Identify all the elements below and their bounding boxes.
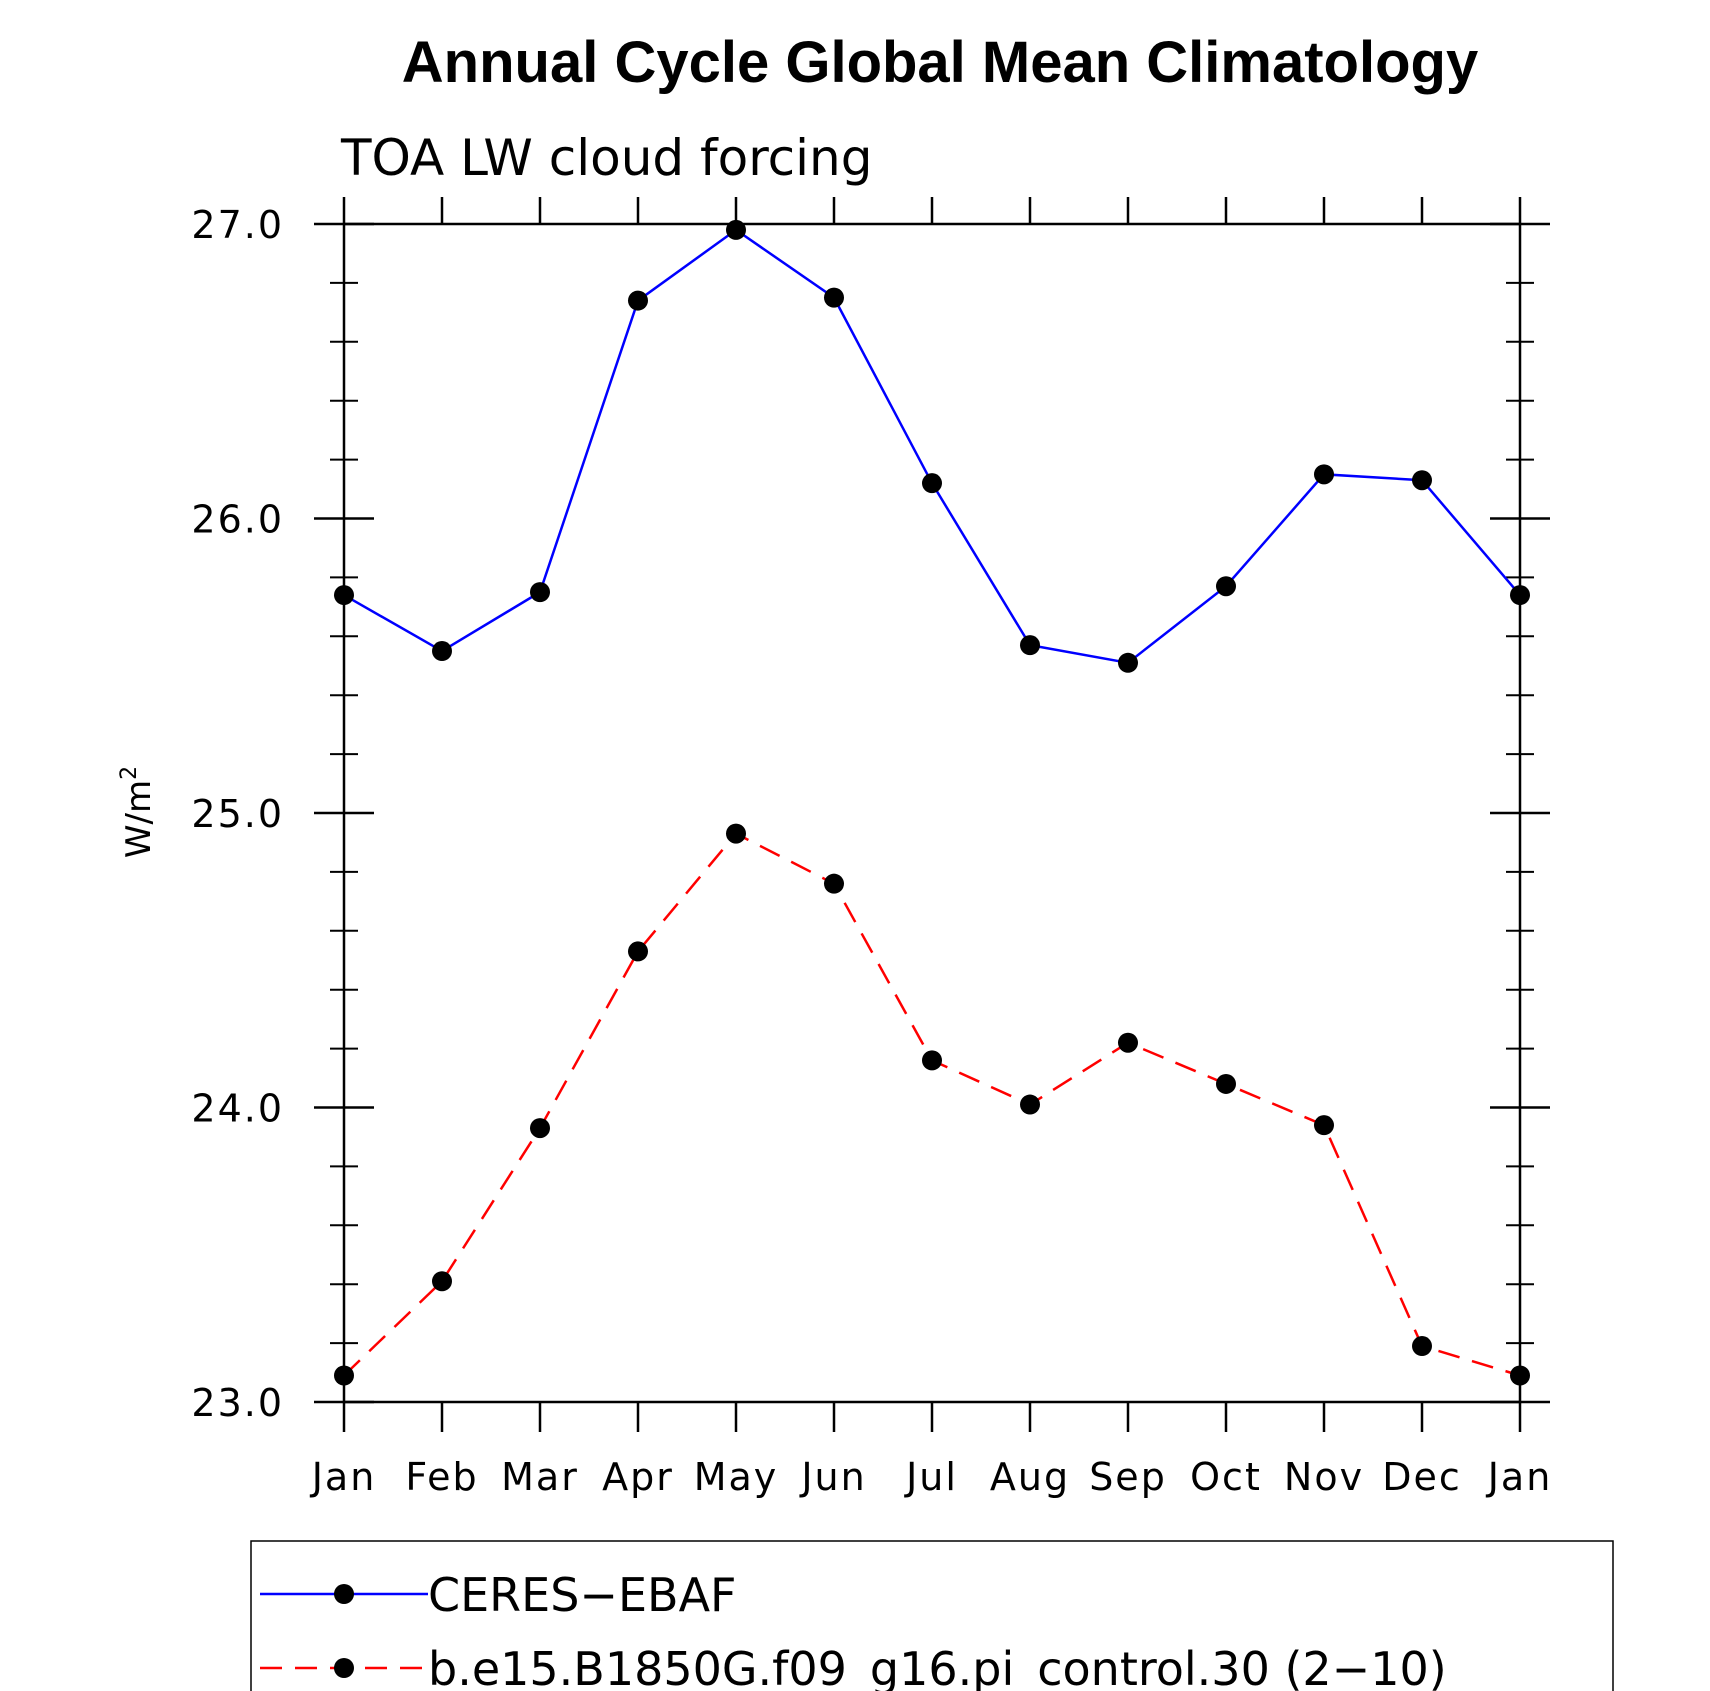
series-markers [334,219,1530,1386]
legend-marker [334,1584,354,1604]
plot-frame [342,222,1522,1404]
series-lines [343,228,1521,1377]
data-point [334,1365,354,1386]
x-tick-label: Jun [799,1455,866,1499]
data-point [628,941,648,962]
data-point [530,1118,550,1139]
x-tick-label: Oct [1190,1455,1262,1499]
chart-title: Annual Cycle Global Mean Climatology [402,30,1478,95]
data-point [1020,1094,1040,1115]
x-tick-label: Sep [1089,1455,1167,1499]
data-point [922,473,942,494]
legend-label: b.e15.B1850G.f09_g16.pi_control.30 (2−10… [428,1642,1447,1691]
axis-ticks [314,197,1550,1432]
legend-box [250,1540,1614,1691]
legend: CERES−EBAF b.e15.B1850G.f09_g16.pi_contro… [260,1568,1447,1691]
y-axis-label-text: W/m [119,780,159,858]
axis-tick-labels: Jan Feb Mar Apr May Jun Jul Aug Sep Oct Nov Dec Jan 2… [191,203,1553,1499]
x-tick-label: Feb [405,1455,478,1499]
data-point [432,1271,452,1292]
legend-marker [334,1658,354,1678]
data-point [530,582,550,603]
series-line [343,228,1521,665]
y-tick-label: 27.0 [191,203,284,247]
series-line [343,832,1521,1377]
legend-label: CERES−EBAF [428,1568,737,1622]
x-tick-label: Apr [602,1455,674,1499]
y-axis-label-superscript: 2 [117,766,142,780]
x-tick-label: Jan [310,1455,377,1499]
data-point [432,641,452,662]
data-point [726,219,746,240]
data-point [1216,1073,1236,1094]
x-tick-label: Aug [990,1455,1070,1499]
data-point [1314,1115,1334,1136]
data-point [726,823,746,844]
y-tick-label: 25.0 [191,792,284,836]
data-point [1412,470,1432,491]
x-tick-label: Jul [904,1455,958,1499]
x-tick-label: Jan [1486,1455,1553,1499]
data-point [1020,635,1040,656]
data-point [334,585,354,606]
x-tick-label: Mar [501,1455,579,1499]
x-tick-label: May [694,1455,779,1499]
data-point [1510,1365,1530,1386]
data-point [1510,585,1530,606]
x-tick-label: Nov [1284,1455,1364,1499]
data-point [1412,1336,1432,1357]
data-point [1314,464,1334,485]
y-tick-label: 23.0 [191,1381,284,1425]
data-point [628,290,648,311]
x-tick-label: Dec [1382,1455,1462,1499]
data-point [1118,1032,1138,1053]
data-point [1118,652,1138,673]
y-tick-label: 26.0 [191,498,284,542]
y-tick-label: 24.0 [191,1087,284,1131]
data-point [922,1050,942,1071]
chart-subtitle: TOA LW cloud forcing [340,129,872,187]
data-point [824,873,844,894]
data-point [1216,576,1236,597]
y-axis-label: W/m2 [117,766,159,858]
data-point [824,287,844,308]
